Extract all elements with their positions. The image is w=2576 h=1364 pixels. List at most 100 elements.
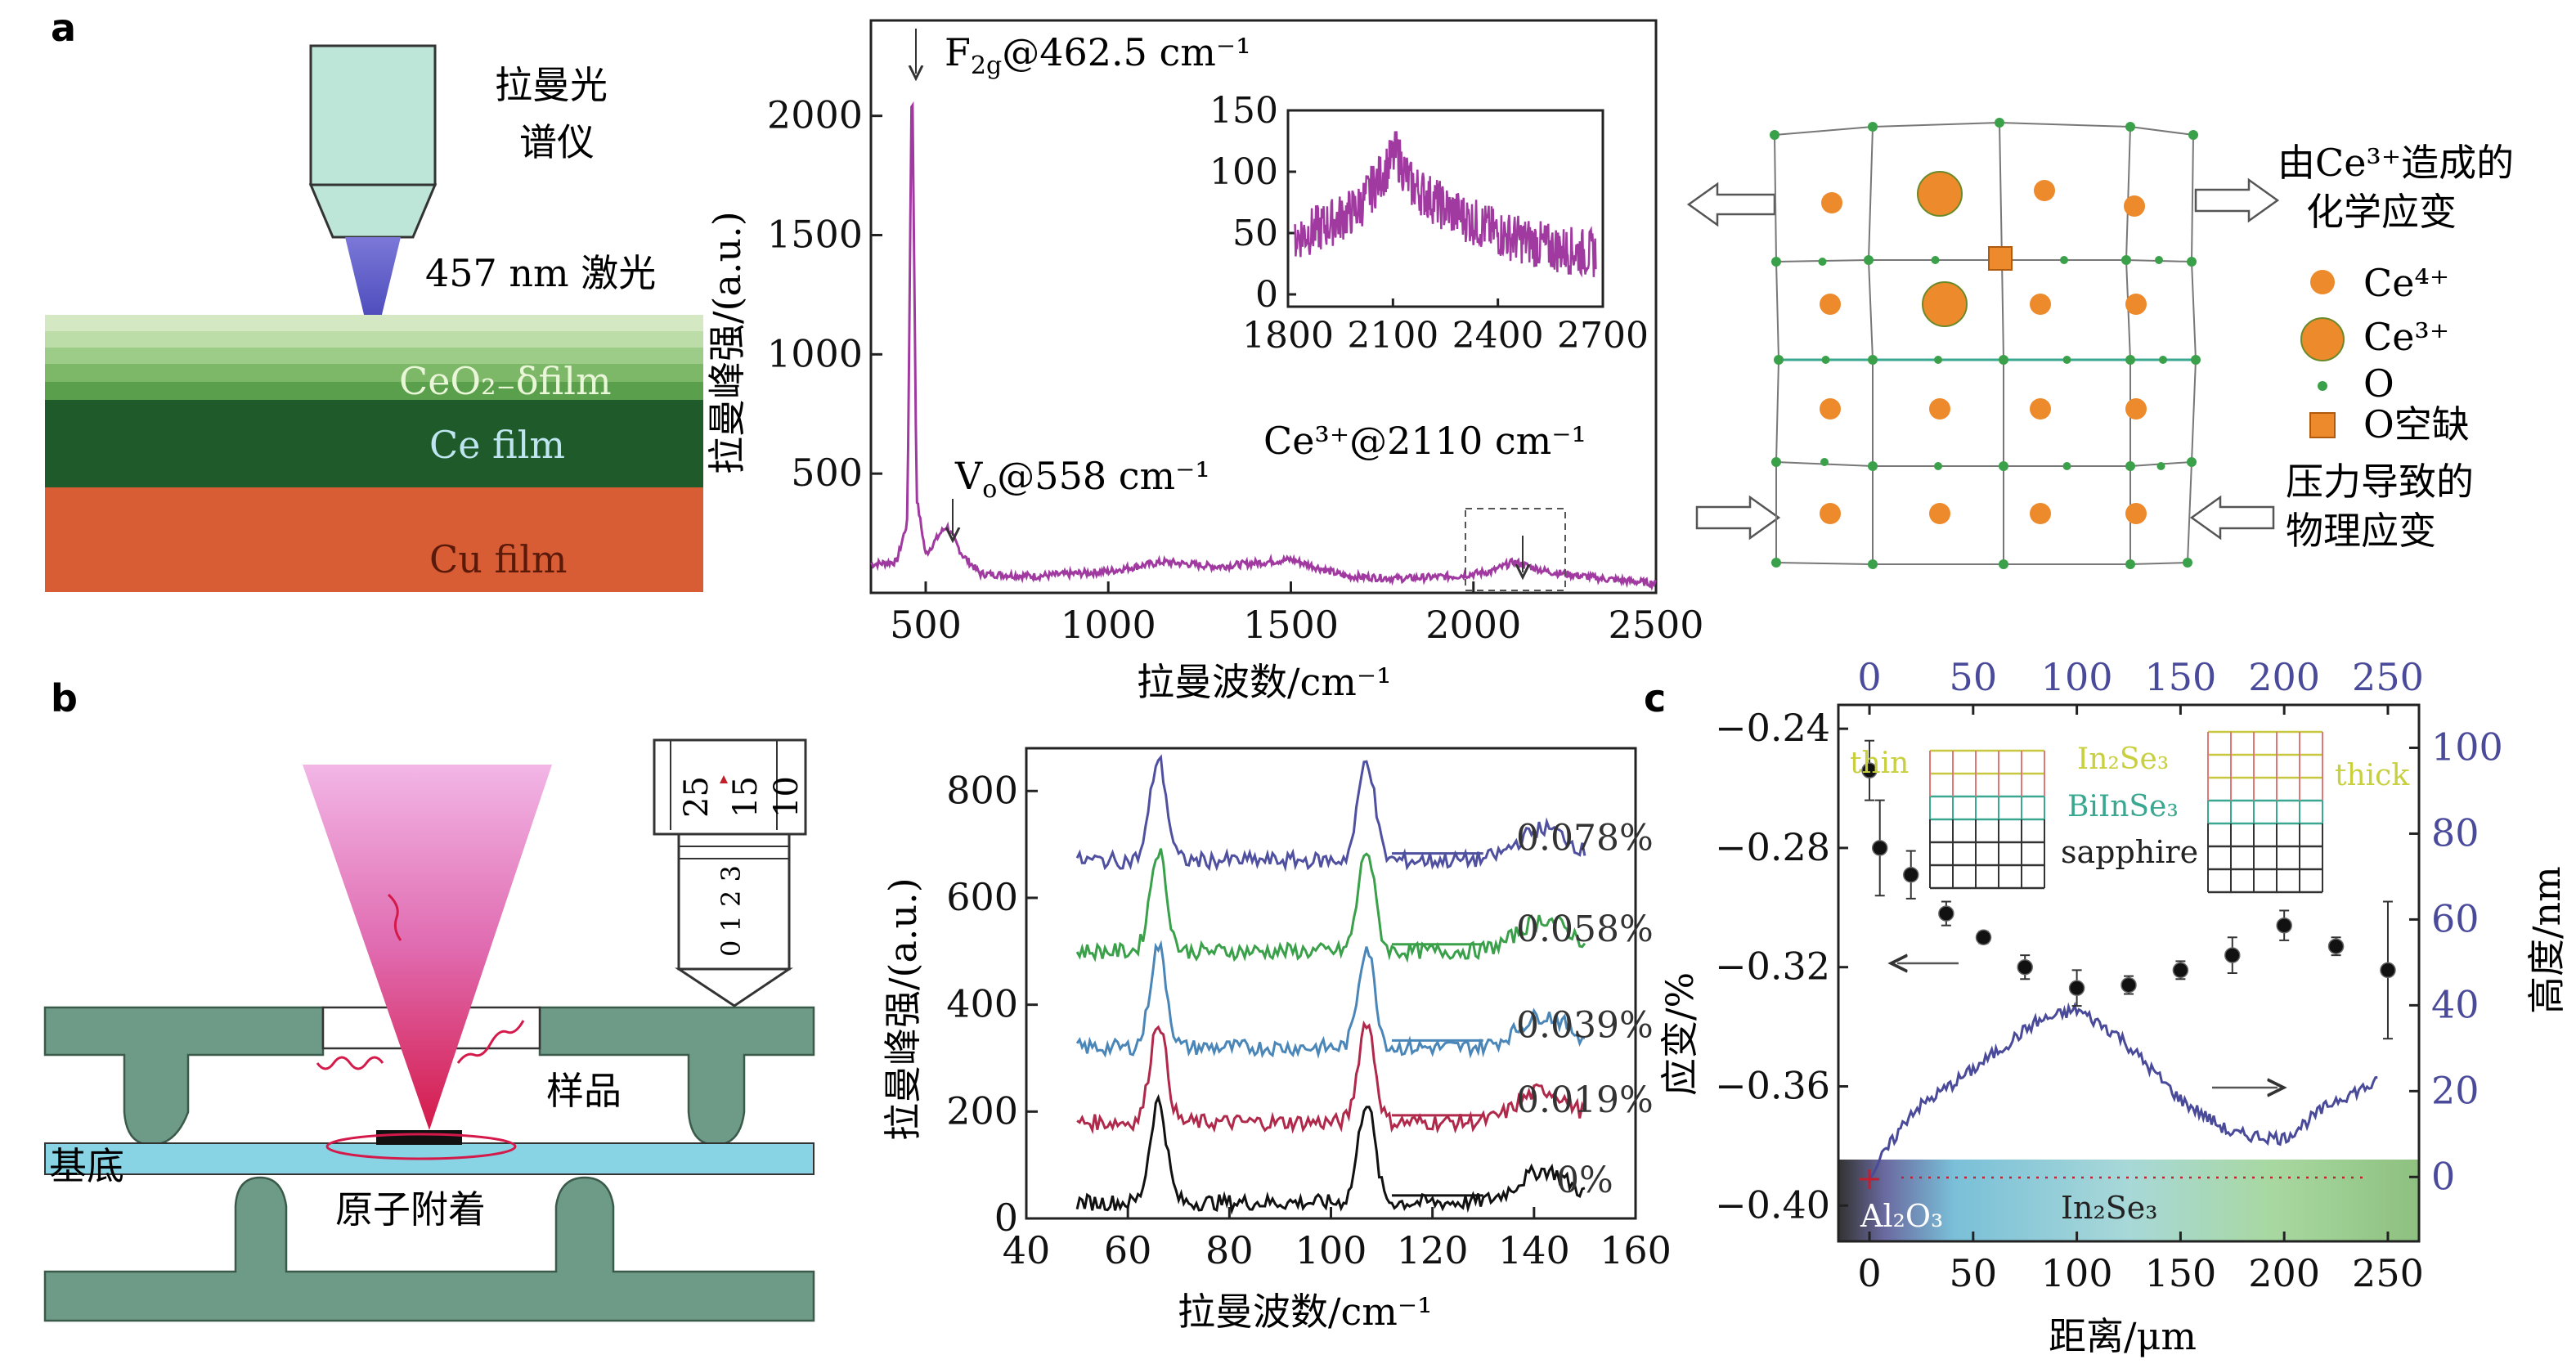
lattice-edge [1999,122,2131,128]
micrometer-tick-15: 15 [727,776,765,818]
vo-text: @558 cm⁻¹ [997,454,1210,498]
chart-b-ytick-label: 200 [946,1088,1018,1133]
chart-c-strain-point [1861,762,1878,778]
chart-c-ytick-label: −0.32 [1715,944,1830,989]
lattice-edge [2129,562,2188,565]
scatter-wave-3 [387,893,402,941]
panel-a-schematic: 拉曼光 谱仪 457 nm 激光 CeO₂₋δfilm Ce film Cu f… [45,44,703,592]
lattice-ce4-ion [1820,503,1841,524]
substrate-label: 基底 [49,1144,124,1188]
micrometer-tick-25: 25 [678,776,716,818]
lattice-edge [2187,461,2192,563]
scatter-wave-2 [456,1020,525,1064]
chart-a-ytick-label: 1500 [767,213,863,257]
inset-a-ytick-label: 0 [1255,274,1278,316]
chart-a-xtick-label: 500 [890,603,962,647]
ce-film-label: Ce film [429,423,565,467]
chart-c-xtick-label: 0 [1857,1251,1881,1295]
chart-c-strain-point [1975,929,1992,946]
chart-c-bottom-bar [1838,1160,2419,1241]
panel-label-b: b [51,676,78,720]
lattice-o-site [2188,130,2198,140]
chart-b-xtick-label: 80 [1205,1228,1254,1272]
lattice-edge [2001,259,2004,361]
left-strain-arrow [1686,182,1776,227]
lattice-o-site [1868,122,1878,132]
lattice-o-site [1868,355,1878,365]
lattice-edge [2191,134,2194,262]
chart-c-top-xtick-label: 50 [1950,655,1998,699]
lattice-o-site [2062,356,2071,364]
chart-c-y2tick-label: 100 [2431,725,2503,769]
in2se3-bar-label: In₂Se₃ [2061,1190,2157,1226]
chart-c-top-xtick-label: 100 [2041,655,2113,699]
adhesion-ring [325,1133,517,1160]
chart-b-xtick-label: 160 [1600,1228,1672,1272]
lattice-o-site [1774,355,1784,365]
ce3-annotation: Ce³⁺@2110 cm⁻¹ [1263,419,1586,463]
lattice-o-site [1771,558,1781,568]
chart-b-xtick-label: 40 [1003,1228,1051,1272]
chart-a-xtick-label: 2500 [1608,603,1703,647]
chart-c-xlabel: 距离/μm [2049,1314,2197,1358]
chart-b-ytick-label: 0 [994,1196,1018,1240]
lattice-ce4-ion [2124,195,2145,217]
lattice-edge [1775,261,1779,361]
chart-b-ytick-label: 800 [946,768,1018,812]
legend-o: O [2363,361,2394,406]
ce3-dashed-box [1465,508,1566,591]
lattice-edge [2191,261,2197,361]
lattice-ce4-ion [1821,192,1842,213]
chart-c-strain-point [2068,980,2085,996]
lattice-ce4-ion [1820,398,1841,420]
laser-label: 457 nm 激光 [425,251,656,295]
inset-a-xtick-label: 2100 [1347,315,1438,357]
inset-bilnse3-label: BiInSe₃ [2067,790,2179,823]
legend-ce3: Ce³⁺ [2363,315,2449,359]
chart-c-ytick-label: −0.40 [1715,1182,1830,1227]
f2g-text: @462.5 cm⁻¹ [1002,30,1250,74]
lattice-edge [1775,562,1874,565]
lattice-edge [1774,126,1874,136]
chart-b-series-label: 0.019% [1516,1079,1654,1121]
lattice-edge [1872,122,2000,128]
lattice-o-site [2156,462,2165,470]
lattice-o-site [1868,461,1878,471]
chart-a-inset-line [1294,131,1597,278]
legend-ce3-marker [2300,317,2345,361]
chart-c-xtick-label: 250 [2352,1251,2424,1295]
lattice-edge [2191,359,2197,463]
laser-beam [345,237,401,352]
lattice-edge [1774,134,1777,262]
chart-c-y2tick-label: 0 [2431,1154,2455,1198]
inset-a-ytick-label: 150 [1209,90,1278,132]
phys-strain-line2: 物理应变 [2286,509,2436,553]
chart-c-y2tick-label: 40 [2431,982,2480,1026]
inset-thin-label: thin [1850,747,1909,780]
cu-film-layer [45,487,703,592]
lattice-edge [2125,126,2131,261]
chart-c-ytick-label: −0.28 [1715,825,1830,869]
spectrometer-label-line2: 谱仪 [519,120,595,164]
chart-c-strain-point [1938,905,1954,922]
adhesion-label: 原子附着 [335,1187,486,1232]
lattice-ce4-ion [2030,294,2051,315]
chart-a-inset-frame [1286,109,1604,308]
micrometer-mark [720,775,728,783]
lattice-ce4-ion [2125,294,2147,315]
lattice-edge [1868,259,1874,361]
inset-in2se3-label: In₂Se₃ [2077,743,2169,776]
chart-c-frame [1837,703,2421,1243]
bottom-right-arrow [2189,495,2275,541]
lattice-o-site [1934,356,1942,364]
lattice-o-site [2183,558,2192,568]
chart-c: 005050100100150150200200250250−0.24−0.28… [1658,655,2569,1358]
spectrometer-label-line1: 拉曼光 [495,63,608,107]
chart-b-xlabel: 拉曼波数/cm⁻¹ [1178,1290,1433,1334]
chart-c-strain-point [2172,962,2189,979]
al2o3-label: Al₂O₃ [1860,1198,1943,1234]
chart-c-top-xtick-label: 150 [2144,655,2216,699]
chart-c-strain-point [2276,917,2292,934]
legend-ce4-marker [2310,270,2335,294]
